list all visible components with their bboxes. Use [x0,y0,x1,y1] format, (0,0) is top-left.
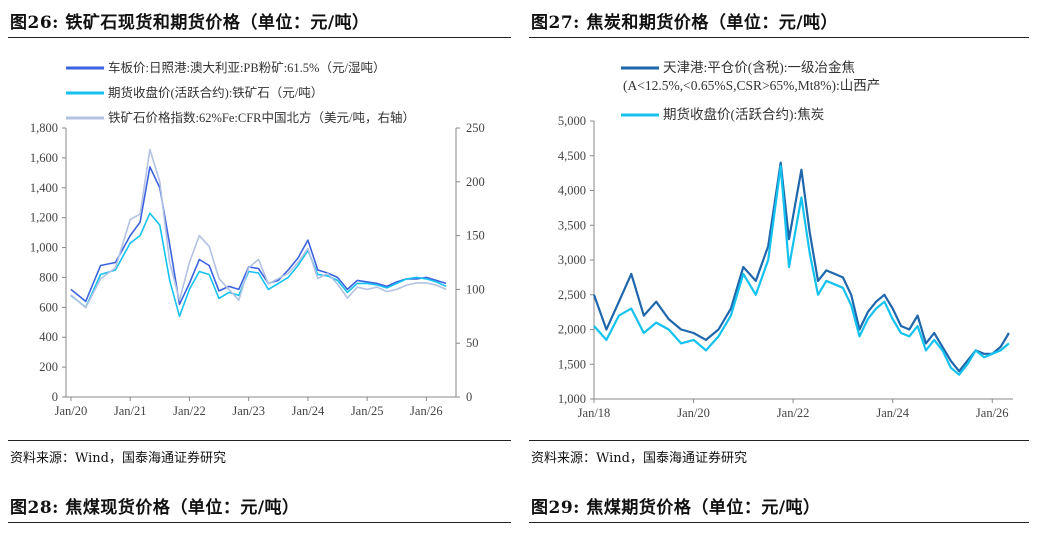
y-tick-label: 4,500 [558,149,586,163]
x-tick-label: Jan/24 [292,404,325,418]
series-line [592,161,1010,373]
right-y-tick-label: 100 [466,282,485,296]
y-tick-label: 4,000 [558,184,586,198]
x-tick-label: Jan/20 [55,404,88,418]
series-line [593,165,1010,376]
source-rule [8,440,511,441]
series-line [70,212,447,318]
series-line [70,148,447,309]
right-y-tick-label: 0 [466,390,472,404]
caption-rule [8,522,511,523]
x-tick-label: Jan/23 [232,404,265,418]
source-rule [529,440,1029,441]
right-y-tick-label: 150 [466,229,485,243]
figure-26-caption: 图26: 铁矿石现货和期货价格（单位：元/吨） [10,13,370,33]
x-tick-label: Jan/18 [578,406,611,420]
legend-label: 期货收盘价(活跃合约):焦炭 [663,106,824,122]
coke-price-chart: 5,000 4,500 4,000 3,500 3,000 2,500 2,000 1,500… [558,60,1013,420]
legend-label: 期货收盘价(活跃合约):铁矿石（元/吨） [108,85,323,100]
caption-rule [529,37,1029,38]
y-tick-label: 400 [39,330,58,344]
iron-ore-price-chart: 1,800 1,600 1,400 1,200 1,000 800 600 400 200 0 25… [30,60,485,418]
right-y-tick-label: 50 [466,336,479,350]
figure-29-caption: 图29: 焦煤期货价格（单位：元/吨） [531,498,821,518]
x-tick-label: Jan/25 [351,404,384,418]
caption-rule [529,522,1029,523]
y-tick-label: 600 [39,300,58,314]
source-note-left: 资料来源：Wind，国泰海通证券研究 [10,451,226,466]
y-tick-label: 1,200 [30,211,58,225]
series-line [70,166,447,306]
x-tick-label: Jan/26 [410,404,443,418]
y-tick-label: 1,400 [30,181,58,195]
x-tick-label: Jan/22 [777,406,810,420]
y-tick-label: 1,600 [30,151,58,165]
y-tick-label: 3,500 [558,218,586,232]
y-tick-label: 0 [52,390,58,404]
caption-rule [8,37,511,38]
right-y-tick-label: 250 [466,121,485,135]
x-tick-label: Jan/26 [976,406,1009,420]
y-tick-label: 200 [39,360,58,374]
legend-label: 铁矿石价格指数:62%Fe:CFR中国北方（美元/吨，右轴） [108,110,415,125]
y-tick-label: 2,000 [558,323,586,337]
x-tick-label: Jan/21 [114,404,147,418]
y-tick-label: 1,000 [558,392,586,406]
y-tick-label: 800 [39,270,58,284]
y-tick-label: 5,000 [558,114,586,128]
y-tick-label: 1,800 [30,121,58,135]
y-tick-label: 2,500 [558,288,586,302]
y-tick-label: 3,000 [558,253,586,267]
legend-label: 天津港:平仓价(含税):一级冶金焦(A<12.5%,<0.65%S,CSR>65… [623,60,880,93]
y-tick-label: 1,500 [558,357,586,371]
figure-28-caption: 图28: 焦煤现货价格（单位：元/吨） [10,498,300,518]
legend-label: 车板价:日照港:澳大利亚:PB粉矿:61.5%（元/湿吨） [108,60,385,75]
right-y-tick-label: 200 [466,175,485,189]
x-tick-label: Jan/24 [876,406,909,420]
source-note-right: 资料来源：Wind，国泰海通证券研究 [531,451,747,466]
y-tick-label: 1,000 [30,241,58,255]
figure-27-caption: 图27: 焦炭和期货价格（单位：元/吨） [531,13,839,33]
x-tick-label: Jan/20 [677,406,710,420]
x-tick-label: Jan/22 [173,404,206,418]
